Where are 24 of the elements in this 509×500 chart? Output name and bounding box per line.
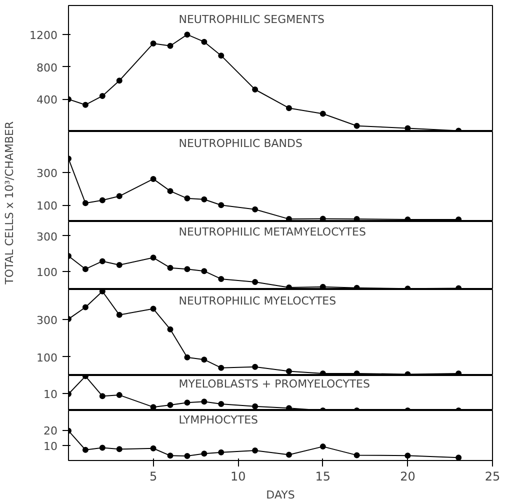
text: NEUTROPHILIC SEGMENTS	[178, 13, 325, 26]
y-tick-label: 300	[36, 314, 58, 327]
y-tick-label: 1200	[30, 29, 58, 42]
text: NEUTROPHILIC MYELOCYTES	[178, 294, 336, 308]
x-tick-label: 25	[484, 470, 500, 484]
x-tick-label: 20	[400, 470, 416, 484]
y-tick-label: 10	[44, 440, 58, 453]
y-tick-label: 20	[44, 424, 58, 438]
x-tick-label: 5	[149, 470, 158, 484]
text: NEUTROPHILIC BANDS	[178, 136, 302, 150]
y-tick-label: 300	[36, 166, 58, 180]
x-tick-label: 10	[230, 470, 246, 484]
chart-title: NEUTROPHILIC METAMYELOCYTES	[178, 226, 366, 239]
chart-title: MYELOBLASTS + PROMYELOCYTES	[178, 378, 370, 391]
y-tick-label: 400	[36, 94, 58, 107]
y-tick-label: 100	[36, 200, 58, 213]
x-axis-title: DAYS	[266, 488, 295, 500]
x-tick-label: 15	[315, 470, 331, 484]
y-tick-label: 100	[36, 266, 58, 280]
y-tick-label: 300	[36, 230, 58, 244]
y-tick-label: 100	[36, 351, 58, 364]
chart-title: LYMPHOCYTES	[178, 414, 258, 426]
y-axis-title: TOTAL CELLS x 10³/CHAMBER	[3, 121, 16, 286]
y-tick-label: 800	[36, 61, 58, 74]
